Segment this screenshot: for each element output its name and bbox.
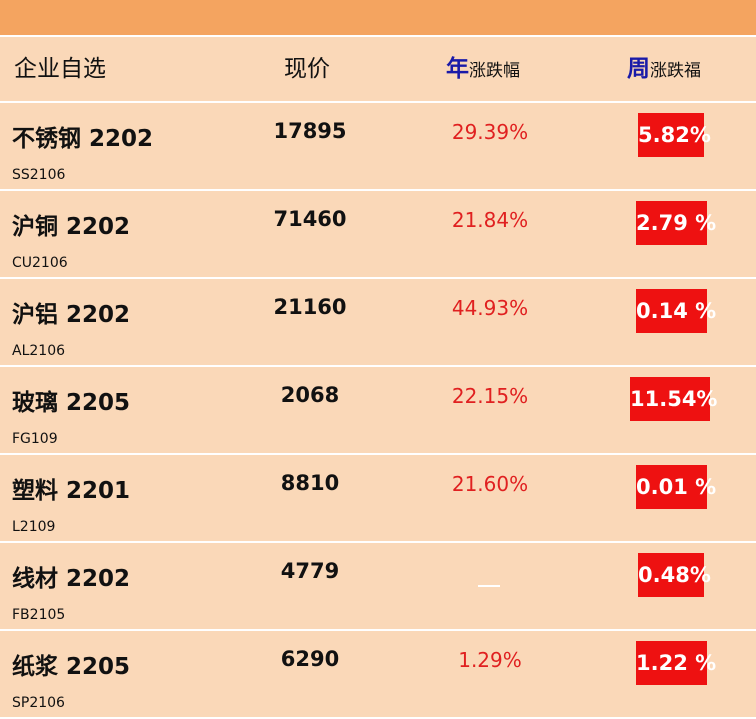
top-accent-bar [0,0,756,37]
current-price: 21160 [273,295,347,319]
contract-code: FG109 [12,431,58,447]
week-change-badge: 0.14 % [636,289,716,333]
contract-name: 沪铜 2202 [12,214,131,240]
current-price: 2068 [280,383,340,407]
table-row[interactable]: 玻璃 2205 FG109 2068 22.15% 11.54% [0,367,756,455]
table-header: 企业自选 现价 年涨跌幅 周涨跌福 [0,37,756,103]
header-price: 现价 [284,56,330,82]
header-year-change: 年涨跌幅 [446,37,520,101]
year-change: 44.93% [451,296,529,320]
week-change-badge: 0.01 % [636,465,716,509]
table-row[interactable]: 塑料 2201 L2109 8810 21.60% 0.01 % [0,455,756,543]
table-row[interactable]: 沪铝 2202 AL2106 21160 44.93% 0.14 % [0,279,756,367]
contract-code: AL2106 [12,343,66,359]
contract-code: FB2105 [12,607,66,623]
current-price: 4779 [280,559,340,583]
current-price: 17895 [273,119,347,143]
contract-name: 塑料 2201 [12,478,131,504]
year-change: 21.84% [451,208,529,232]
year-change-empty-dash [478,585,500,587]
contract-code: CU2106 [12,255,68,271]
table-row[interactable]: 不锈钢 2202 SS2106 17895 29.39% 5.82% [0,103,756,191]
header-year-accent: 年 [446,56,469,82]
table-row[interactable]: 纸浆 2205 SP2106 6290 1.29% 1.22 % [0,631,756,719]
header-year-rest: 涨跌幅 [469,61,520,81]
contract-name: 不锈钢 2202 [12,126,154,152]
header-name: 企业自选 [14,56,106,82]
current-price: 71460 [273,207,347,231]
year-change: 21.60% [451,472,529,496]
contract-code: SS2106 [12,167,66,183]
contract-name: 玻璃 2205 [12,390,131,416]
header-week-change: 周涨跌福 [627,37,701,101]
week-change-badge: 5.82% [638,113,711,157]
year-change: 29.39% [451,120,529,144]
header-week-accent: 周 [627,56,650,82]
table-row[interactable]: 线材 2202 FB2105 4779 0.48% [0,543,756,631]
week-change-badge: 2.79 % [636,201,716,245]
table-row[interactable]: 沪铜 2202 CU2106 71460 21.84% 2.79 % [0,191,756,279]
table-body: 不锈钢 2202 SS2106 17895 29.39% 5.82% 沪铜 22… [0,103,756,719]
week-change-badge: 0.48% [638,553,711,597]
year-change: 22.15% [451,384,529,408]
header-week-rest: 涨跌福 [650,61,701,81]
contract-name: 沪铝 2202 [12,302,131,328]
contract-code: L2109 [12,519,56,535]
current-price: 6290 [280,647,340,671]
week-change-badge: 1.22 % [636,641,716,685]
year-change: 1.29% [458,648,522,672]
current-price: 8810 [280,471,340,495]
contract-name: 线材 2202 [12,566,131,592]
contract-code: SP2106 [12,695,65,711]
week-change-badge: 11.54% [630,377,717,421]
contract-name: 纸浆 2205 [12,654,131,680]
